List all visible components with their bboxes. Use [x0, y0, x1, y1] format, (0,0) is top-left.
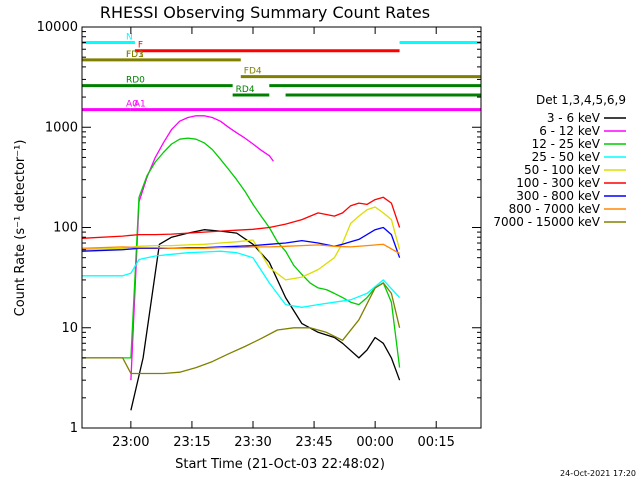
y-tick-label-0: 1: [70, 421, 78, 436]
state-bar-label-8: A1: [134, 100, 146, 110]
y-tick-label-1: 10: [61, 321, 78, 336]
series-line-3: [82, 250, 401, 308]
state-bar-label-0: N: [126, 33, 133, 43]
x-tick-label-5: 00:15: [417, 435, 454, 450]
legend-label-8: 7000 - 15000 keV: [493, 215, 600, 229]
x-tick-label-4: 00:00: [356, 435, 393, 450]
x-tick-label-3: 23:45: [295, 435, 332, 450]
y-axis-label: Count Rate (s⁻¹ detector⁻¹): [13, 140, 28, 317]
legend-label-0: 3 - 6 keV: [547, 111, 601, 125]
y-tick-label-2: 100: [53, 221, 78, 236]
series-line-0: [130, 229, 401, 411]
legend-label-6: 300 - 800 keV: [516, 189, 600, 203]
legend-label-2: 12 - 25 keV: [532, 137, 601, 151]
legend-label-1: 6 - 12 keV: [539, 124, 601, 138]
state-bar-label-4: FD4: [244, 67, 262, 77]
legend-label-4: 50 - 100 keV: [524, 163, 601, 177]
chart-title: RHESSI Observing Summary Count Rates: [100, 3, 430, 22]
legend-label-7: 800 - 7000 keV: [509, 202, 601, 216]
state-bar-label-3: FD3: [126, 50, 144, 60]
series-line-1: [130, 115, 274, 381]
y-tick-label-3: 1000: [45, 120, 78, 135]
state-bar-label-1: F: [138, 41, 143, 51]
series-line-7: [82, 243, 400, 255]
y-tick-label-4: 10000: [37, 20, 78, 35]
plot-frame: [81, 26, 482, 429]
series-line-2: [82, 137, 401, 368]
footer-timestamp: 24-Oct-2021 17:20: [560, 469, 636, 478]
series-line-4: [82, 206, 401, 281]
state-bar-label-6: RD4: [236, 85, 255, 95]
x-tick-label-0: 23:00: [112, 435, 149, 450]
series-group: [82, 41, 481, 411]
series-line-6: [82, 226, 401, 258]
series-line-5: [82, 196, 401, 239]
series-line-8: [82, 282, 401, 375]
x-axis-label: Start Time (21-Oct-03 22:48:02): [175, 457, 385, 472]
legend-label-3: 25 - 50 keV: [532, 150, 601, 164]
x-tick-label-2: 23:30: [234, 435, 271, 450]
state-bar-label-2: FD1: [126, 50, 144, 60]
legend-label-5: 100 - 300 keV: [516, 176, 600, 190]
state-bar-label-7: A0: [126, 100, 138, 110]
state-bar-label-5: RD0: [126, 76, 145, 86]
legend-title: Det 1,3,4,5,6,9: [536, 93, 626, 107]
x-tick-label-1: 23:15: [173, 435, 210, 450]
